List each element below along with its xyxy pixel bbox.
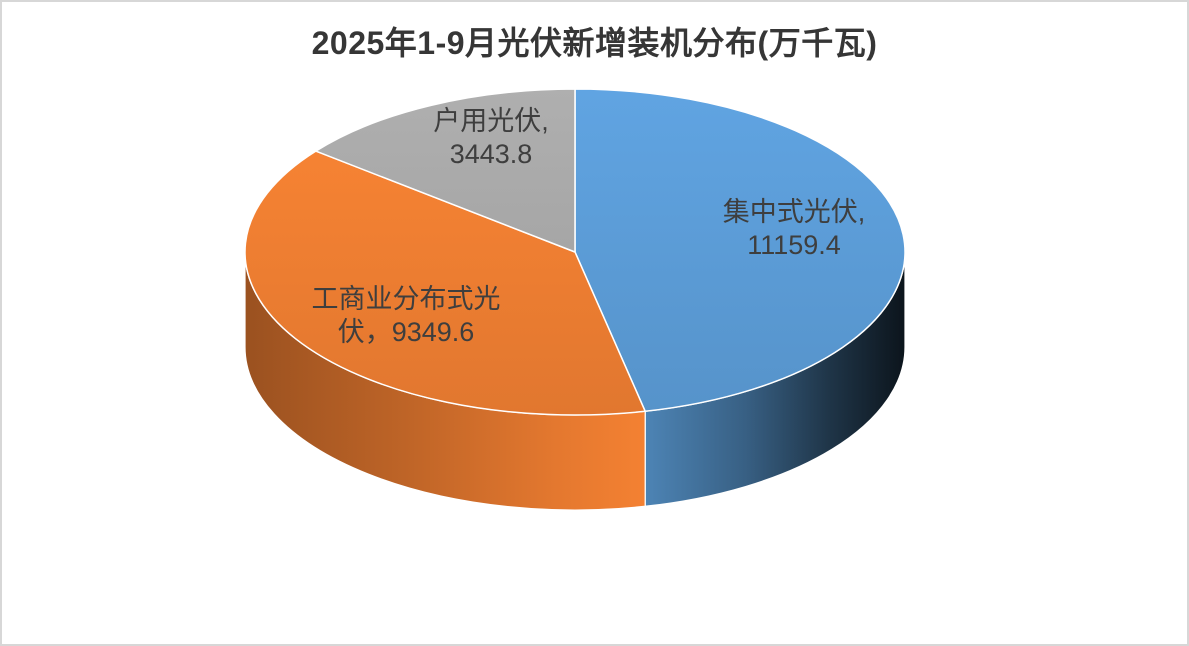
data-label-centralized-pv: 集中式光伏, 11159.4 [674, 196, 914, 262]
label-line: 伏，9349.6 [337, 317, 475, 347]
label-line: 11159.4 [747, 230, 841, 260]
pie-slice-top-1 [244, 150, 646, 416]
label-line: 户用光伏, [433, 106, 549, 136]
pie-slice-top-2 [315, 88, 576, 253]
data-label-residential-pv: 户用光伏, 3443.8 [371, 105, 611, 171]
label-line: 工商业分布式光 [311, 284, 501, 314]
chart-title: 2025年1-9月光伏新增装机分布(万千瓦) [311, 25, 878, 61]
label-line: 集中式光伏, [722, 197, 866, 227]
data-label-commercial-distributed-pv: 工商业分布式光 伏，9349.6 [276, 283, 536, 349]
label-line: 3443.8 [449, 139, 533, 169]
pie-slice-top-0 [574, 88, 906, 413]
